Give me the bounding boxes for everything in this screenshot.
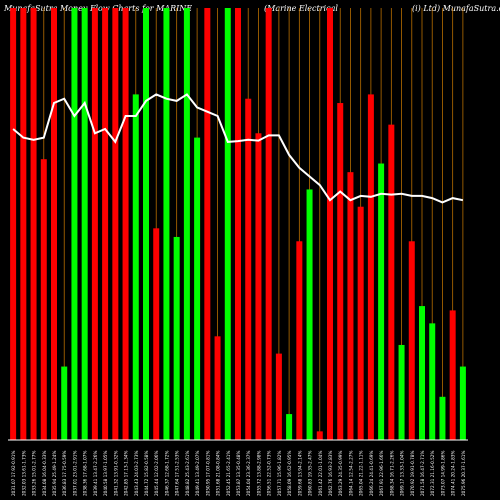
money-flow-bar	[286, 414, 293, 440]
x-tick-label: 2068.34 16.71-2.26%	[389, 451, 394, 496]
money-flow-bar	[40, 159, 47, 440]
x-tick-label: 2075.96 20.37-1.61%	[461, 451, 466, 496]
x-tick-label: 2038.36 17.68-1.07%	[83, 451, 88, 496]
money-flow-bar	[102, 8, 109, 440]
x-tick-label: 2069.17 13.33-1.04%	[400, 451, 405, 496]
chart-title-company: (Marine Electrical	[264, 4, 338, 13]
x-tick-label: 2060.83 19.35-2.47%	[308, 451, 313, 496]
money-flow-bar	[419, 306, 425, 440]
money-flow-bar	[306, 189, 313, 440]
money-flow-bar	[183, 8, 190, 440]
x-tick-label: 2032.03 13.61-1.73%	[21, 451, 26, 496]
money-flow-bar	[214, 336, 221, 440]
money-flow-bar	[91, 8, 98, 440]
x-tick-label: 2034.08 16.04-0.33%	[42, 451, 47, 496]
x-tick-label: 2053.87 13.35-0.48%	[236, 451, 241, 496]
x-tick-label: 2045.44 12.02-2.06%	[154, 451, 159, 496]
x-tick-label: 2050.95 17.07-0.81%	[205, 451, 210, 496]
chart-title: MunafaSutra Money Flow Charts for MARINE	[4, 4, 193, 13]
x-tick-label: 2074.41 20.24-1.83%	[451, 451, 456, 496]
x-tick-label: 2067.91 22.96-1.66%	[379, 451, 384, 496]
x-tick-label: 2048.82 25.43-2.61%	[185, 451, 190, 496]
money-flow-bar	[378, 163, 385, 440]
money-flow-bar	[71, 8, 78, 440]
x-tick-label: 2039.41 13.47-2.26%	[93, 451, 98, 496]
x-tick-label: 2058.09 16.62-0.95%	[287, 451, 292, 496]
money-flow-bar	[20, 8, 27, 440]
money-flow-bar	[30, 8, 37, 440]
x-tick-label: 2043.43 24.03-2.73%	[134, 451, 139, 496]
money-flow-bar	[81, 8, 88, 440]
money-flow-bar	[112, 8, 119, 440]
money-flow-bar	[173, 236, 180, 440]
money-flow-bar	[132, 94, 139, 441]
money-flow-bar	[235, 8, 241, 440]
x-tick-label: 2051.68 21.08-0.84%	[216, 451, 221, 496]
x-tick-label: 2052.45 21.65-2.41%	[226, 451, 231, 496]
money-flow-bar	[204, 8, 211, 440]
x-tick-label: 2049.41 13.49-2.07%	[195, 451, 200, 496]
x-tick-label: 2072.31 21.16-0.52%	[430, 451, 435, 496]
money-flow-bar	[367, 94, 374, 441]
x-tick-label: 2036.83 17.75-0.59%	[62, 451, 67, 496]
x-tick-label: 2059.68 13.94-2.14%	[297, 451, 302, 496]
money-flow-bar	[61, 366, 68, 440]
x-tick-label: 2046.37 12.68-1.72%	[164, 451, 169, 496]
x-tick-label: 2041.32 13.91-0.32%	[113, 451, 118, 496]
money-flow-bar	[357, 206, 364, 440]
x-tick-label: 2055.72 13.88-2.98%	[256, 451, 261, 496]
money-flow-bar	[296, 241, 303, 440]
money-flow-bar	[337, 103, 344, 440]
x-tick-label: 2065.04 21.22-1.11%	[359, 451, 364, 496]
x-tick-label: 2037.01 23.01-2.91%	[72, 451, 77, 496]
chart-title-site: (i) Ltd) MunafaSutra.com	[412, 4, 500, 13]
x-tick-label: 2031.07 17.92-0.91%	[11, 451, 16, 496]
money-flow-bar	[10, 8, 17, 440]
x-tick-label: 2047.64 17.51-2.53%	[175, 451, 180, 496]
x-tick-label: 2073.07 14.99-1.86%	[440, 451, 445, 496]
x-tick-label: 2040.58 13.97-1.05%	[103, 451, 108, 496]
x-tick-label: 2062.76 16.93-2.83%	[328, 451, 333, 496]
money-flow-bar	[194, 137, 201, 440]
x-tick-label: 2044.72 15.82-0.58%	[144, 451, 149, 496]
money-flow-bar	[439, 396, 446, 440]
x-tick-label: 2064.14 12.54-2.27%	[348, 451, 353, 496]
money-flow-bar	[51, 8, 57, 440]
x-tick-label: 2066.24 24.41-0.69%	[369, 451, 374, 496]
money-flow-bar	[347, 172, 354, 440]
x-tick-label: 2063.29 24.35-0.99%	[338, 451, 343, 496]
x-tick-label: 2054.04 23.36-2.37%	[246, 451, 251, 496]
x-tick-label: 2056.51 22.52-0.73%	[267, 451, 272, 496]
money-flow-bar	[265, 8, 272, 440]
money-flow-bar	[224, 8, 231, 440]
money-flow-bar	[316, 431, 323, 440]
money-flow-bar	[388, 124, 395, 440]
x-tick-label: 2061.42 22.01-1.04%	[318, 451, 323, 496]
money-flow-bar	[459, 366, 466, 440]
money-flow-bar	[255, 133, 262, 440]
money-flow-bar	[153, 228, 160, 440]
price-line	[12, 93, 464, 204]
money-flow-bar	[429, 323, 436, 440]
money-flow-bar	[122, 8, 129, 440]
x-tick-label: 2033.26 15.01-2.77%	[32, 451, 37, 496]
money-flow-bar	[327, 8, 333, 440]
money-flow-bar	[245, 98, 252, 440]
x-tick-label: 2070.92 19.91-0.78%	[410, 451, 415, 496]
money-flow-bar	[275, 353, 282, 440]
money-flow-bar	[143, 8, 149, 440]
money-flow-bar	[449, 310, 456, 440]
x-tick-label: 2071.58 16.47-2.71%	[420, 451, 425, 496]
x-tick-label: 2035.94 25.49-1.24%	[52, 451, 57, 496]
money-flow-bar	[398, 344, 405, 440]
x-tick-label: 2042.85 17.13-1.34%	[124, 451, 129, 496]
money-flow-bar	[408, 241, 415, 440]
x-tick-label: 2057.71 15.96-1.82%	[277, 451, 282, 496]
money-flow-bar	[163, 8, 170, 440]
